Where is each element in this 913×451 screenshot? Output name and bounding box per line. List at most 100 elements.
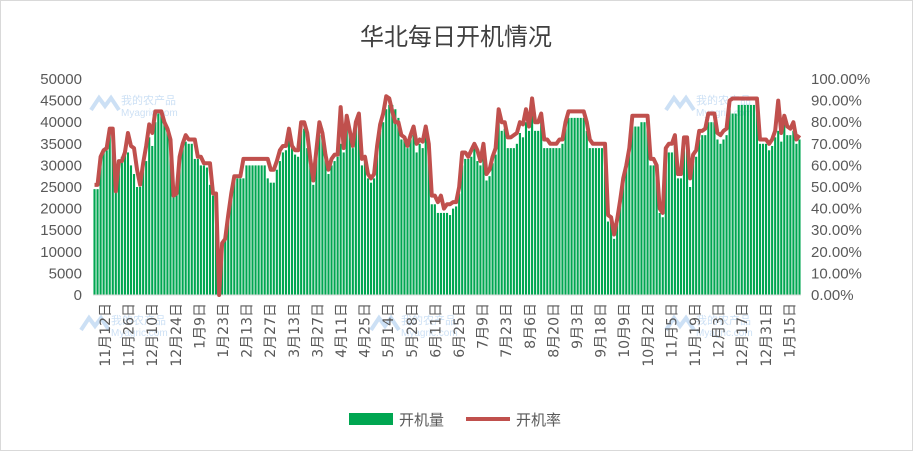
bar	[737, 104, 740, 295]
bar	[330, 165, 333, 295]
bar	[433, 204, 436, 295]
svg-text:Myagric.com: Myagric.com	[121, 108, 178, 119]
bar	[336, 156, 339, 295]
y-right-tick-label: 10.00%	[811, 265, 862, 282]
svg-text:Myagric.com: Myagric.com	[696, 328, 753, 339]
bar	[351, 148, 354, 295]
bar	[294, 154, 297, 295]
bar	[768, 150, 771, 295]
bar	[640, 122, 643, 295]
svg-text:Myagric.com: Myagric.com	[696, 108, 753, 119]
bar	[430, 204, 433, 295]
bar	[676, 178, 679, 295]
x-tick-label: 3月13日	[287, 303, 303, 358]
y-left-tick-label: 10000	[40, 244, 82, 261]
bar	[193, 158, 196, 295]
bar	[734, 113, 737, 295]
bar	[236, 178, 239, 295]
x-tick-label: 6月11日	[428, 303, 444, 358]
bar	[682, 148, 686, 295]
bar	[573, 117, 576, 295]
bar	[546, 148, 549, 295]
watermark-logo: 我的农产品 Myagric.com	[369, 313, 458, 339]
bar	[500, 130, 503, 295]
svg-text:我的农产品: 我的农产品	[401, 313, 456, 327]
y-right-tick-label: 50.00%	[811, 179, 862, 196]
bar	[701, 135, 704, 295]
bar	[397, 117, 400, 295]
bar	[403, 139, 406, 295]
bar	[126, 152, 130, 295]
bar	[157, 113, 160, 295]
bar	[476, 161, 479, 295]
bar	[798, 139, 801, 295]
bar	[455, 206, 458, 295]
bar	[272, 182, 275, 295]
bar	[555, 148, 558, 295]
bar	[594, 148, 597, 295]
bar	[719, 143, 722, 295]
bar	[172, 195, 175, 295]
x-tick-label: 10月22日	[641, 303, 657, 367]
bar	[503, 128, 506, 295]
y-left-tick-label: 45000	[40, 93, 82, 110]
bar	[497, 122, 500, 295]
bar	[521, 137, 525, 295]
y-right-tick-label: 80.00%	[811, 114, 862, 131]
bar	[202, 165, 205, 295]
bar	[111, 133, 114, 295]
bar	[600, 148, 604, 295]
x-tick-label: 4月25日	[358, 303, 374, 358]
bar	[588, 148, 591, 295]
bar	[160, 113, 163, 295]
bar	[591, 148, 594, 295]
bar	[783, 122, 786, 295]
bar	[327, 174, 330, 295]
bar	[664, 156, 667, 295]
bar	[385, 109, 388, 296]
bar	[105, 150, 108, 295]
bar	[692, 161, 695, 295]
x-tick-label: 11月12日	[98, 303, 114, 367]
bar	[649, 165, 652, 295]
bar	[728, 109, 731, 296]
bar	[485, 180, 488, 295]
x-tick-label: 10月9日	[617, 303, 633, 358]
bar	[740, 104, 743, 295]
y-axis-right: 0.00% 10.00% 20.00% 30.00% 40.00% 50.00% 60.00…	[811, 71, 870, 304]
bar	[409, 139, 412, 295]
bar	[543, 148, 546, 295]
bar	[670, 152, 673, 295]
bar	[722, 139, 725, 295]
bar	[114, 191, 117, 295]
legend-swatch-kaijiliang	[349, 413, 393, 425]
x-tick-label: 6月25日	[452, 303, 468, 358]
legend-label-kaijiliang: 开机量	[399, 411, 444, 429]
bar	[634, 126, 637, 296]
chart-title: 华北每日开机情况	[360, 23, 552, 51]
bar	[685, 148, 689, 295]
x-tick-label: 12月31日	[759, 303, 775, 367]
bar	[163, 122, 166, 295]
svg-text:我的农产品: 我的农产品	[111, 313, 166, 327]
bar	[470, 156, 473, 295]
bar	[278, 161, 281, 295]
bar	[391, 104, 394, 295]
bar	[117, 161, 120, 295]
bar	[145, 161, 148, 295]
bar	[254, 165, 257, 295]
legend: 开机量 开机率	[349, 411, 561, 429]
x-tick-label: 1月23日	[216, 303, 232, 358]
bar	[263, 165, 266, 295]
bar	[190, 143, 193, 295]
bar	[382, 122, 385, 295]
bar-series-kaijiliang	[93, 104, 801, 296]
y-left-tick-label: 5000	[49, 265, 82, 282]
watermark-logo: 我的农产品 Myagric.com	[664, 313, 753, 339]
bar	[233, 180, 236, 295]
bar	[269, 182, 272, 295]
bar	[576, 117, 579, 295]
bar	[606, 221, 610, 295]
bar	[287, 139, 291, 295]
bar	[318, 135, 321, 295]
